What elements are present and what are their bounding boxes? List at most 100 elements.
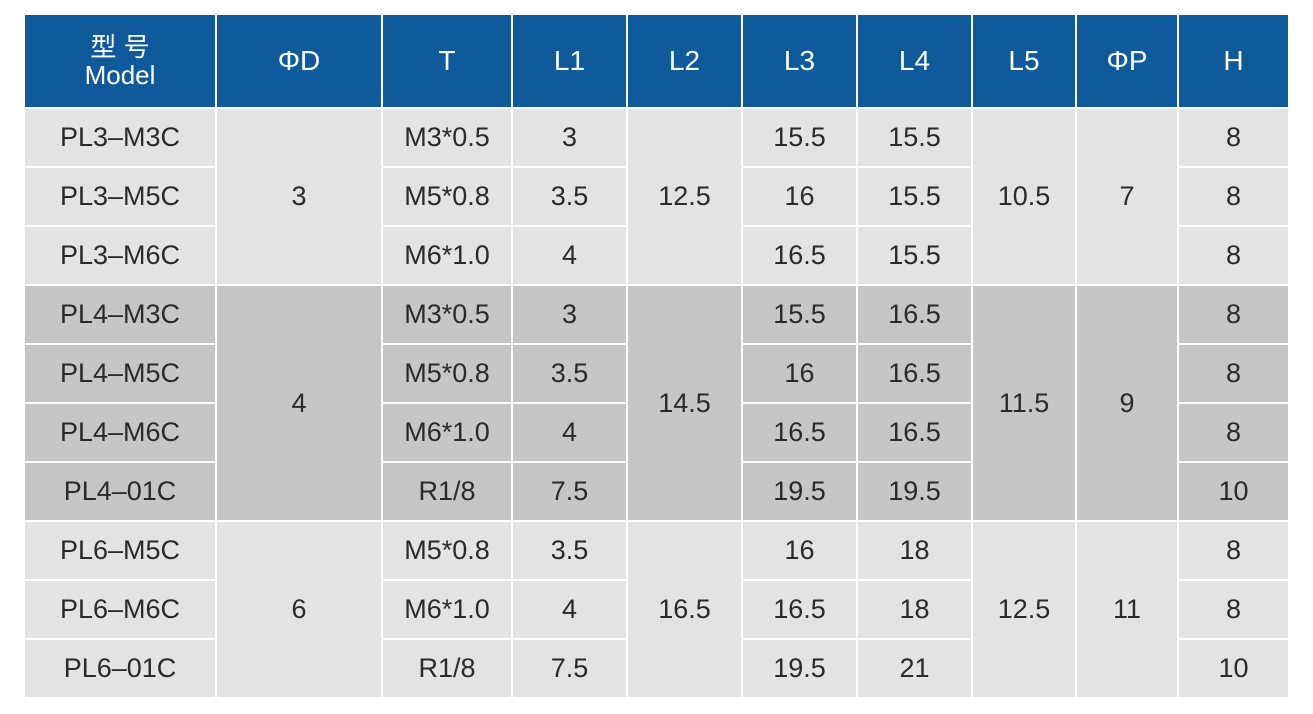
cell-p: 11 [1075,520,1178,697]
header-h: H [1177,15,1288,108]
cell-l3: 15.5 [741,107,857,167]
cell-l3: 16 [741,166,857,226]
header-l5: L5 [971,15,1076,108]
cell-h: 8 [1177,166,1288,226]
cell-l3: 15.5 [741,284,857,344]
cell-t: R1/8 [381,638,512,697]
group-d3: PL3–M3C 3 M3*0.5 3 12.5 15.5 15.5 10.5 7… [25,107,1288,285]
cell-h: 10 [1177,461,1288,521]
cell-t: M6*1.0 [381,402,512,462]
cell-t: M5*0.8 [381,343,512,403]
cell-l4: 16.5 [856,284,972,344]
cell-model: PL4–M3C [25,284,216,344]
header-l4: L4 [856,15,972,108]
cell-d: 3 [215,107,382,285]
table-row: PL6–01C R1/8 7.5 19.5 21 10 [25,638,1288,697]
header-model: 型 号 Model [25,15,216,108]
table-row: PL4–M5C M5*0.8 3.5 16 16.5 8 [25,343,1288,403]
header-model-cn: 型 号 [90,32,150,62]
cell-model: PL4–01C [25,461,216,521]
cell-h: 8 [1177,225,1288,285]
cell-l4: 19.5 [856,461,972,521]
header-d: ΦD [215,15,382,108]
cell-model: PL6–01C [25,638,216,697]
cell-l1: 3 [511,284,627,344]
header-l2: L2 [626,15,742,108]
cell-model: PL6–M6C [25,579,216,639]
cell-h: 8 [1177,284,1288,344]
cell-l1: 7.5 [511,638,627,697]
spec-table: 型 号 Model ΦD T L1 L2 L3 L4 L5 ΦP H PL3–M… [25,15,1288,697]
cell-h: 8 [1177,520,1288,580]
cell-d: 4 [215,284,382,521]
table-row: PL4–M3C 4 M3*0.5 3 14.5 15.5 16.5 11.5 9… [25,284,1288,521]
cell-h: 10 [1177,638,1288,697]
table-row: PL4–M6C M6*1.0 4 16.5 16.5 8 [25,402,1288,462]
cell-l3: 19.5 [741,638,857,697]
table-row: PL3–M5C M5*0.8 3.5 16 15.5 8 [25,166,1288,226]
cell-t: M5*0.8 [381,520,512,580]
header-p: ΦP [1075,15,1178,108]
cell-h: 8 [1177,579,1288,639]
cell-l2: 14.5 [626,284,742,521]
cell-l3: 16.5 [741,579,857,639]
cell-model: PL6–M5C [25,520,216,580]
table-row: PL3–M3C 3 M3*0.5 3 12.5 15.5 15.5 10.5 7… [25,107,1288,285]
header-model-en: Model [84,60,156,90]
cell-l3: 16 [741,343,857,403]
cell-l1: 4 [511,402,627,462]
cell-model: PL4–M6C [25,402,216,462]
cell-h: 8 [1177,402,1288,462]
cell-l4: 18 [856,579,972,639]
cell-l4: 16.5 [856,343,972,403]
cell-t: R1/8 [381,461,512,521]
header-t: T [381,15,512,108]
cell-model: PL3–M6C [25,225,216,285]
cell-l1: 3.5 [511,520,627,580]
cell-l4: 15.5 [856,225,972,285]
cell-l2: 16.5 [626,520,742,697]
cell-p: 7 [1075,107,1178,285]
header-row: 型 号 Model ΦD T L1 L2 L3 L4 L5 ΦP H [25,15,1288,108]
cell-l1: 4 [511,579,627,639]
group-d4: PL4–M3C 4 M3*0.5 3 14.5 15.5 16.5 11.5 9… [25,284,1288,521]
cell-l4: 21 [856,638,972,697]
cell-p: 9 [1075,284,1178,521]
cell-t: M6*1.0 [381,579,512,639]
cell-t: M6*1.0 [381,225,512,285]
table-row: PL6–M5C 6 M5*0.8 3.5 16.5 16 18 12.5 11 … [25,520,1288,697]
cell-l1: 3 [511,107,627,167]
cell-l5: 12.5 [971,520,1076,697]
cell-l3: 16 [741,520,857,580]
cell-l1: 3.5 [511,343,627,403]
table-row: PL3–M6C M6*1.0 4 16.5 15.5 8 [25,225,1288,285]
cell-t: M5*0.8 [381,166,512,226]
cell-model: PL4–M5C [25,343,216,403]
cell-l5: 11.5 [971,284,1076,521]
table-row: PL4–01C R1/8 7.5 19.5 19.5 10 [25,461,1288,521]
cell-l2: 12.5 [626,107,742,285]
header-l3: L3 [741,15,857,108]
cell-l1: 7.5 [511,461,627,521]
cell-h: 8 [1177,107,1288,167]
cell-l4: 18 [856,520,972,580]
cell-l1: 4 [511,225,627,285]
cell-model: PL3–M5C [25,166,216,226]
cell-h: 8 [1177,343,1288,403]
cell-l1: 3.5 [511,166,627,226]
cell-l4: 15.5 [856,166,972,226]
cell-l3: 16.5 [741,225,857,285]
cell-d: 6 [215,520,382,697]
cell-model: PL3–M3C [25,107,216,167]
cell-l4: 16.5 [856,402,972,462]
cell-l3: 16.5 [741,402,857,462]
cell-l5: 10.5 [971,107,1076,285]
cell-t: M3*0.5 [381,107,512,167]
cell-t: M3*0.5 [381,284,512,344]
header-l1: L1 [511,15,627,108]
table-header: 型 号 Model ΦD T L1 L2 L3 L4 L5 ΦP H [25,15,1288,108]
cell-l3: 19.5 [741,461,857,521]
group-d6: PL6–M5C 6 M5*0.8 3.5 16.5 16 18 12.5 11 … [25,520,1288,697]
table-row: PL6–M6C M6*1.0 4 16.5 18 8 [25,579,1288,639]
cell-l4: 15.5 [856,107,972,167]
